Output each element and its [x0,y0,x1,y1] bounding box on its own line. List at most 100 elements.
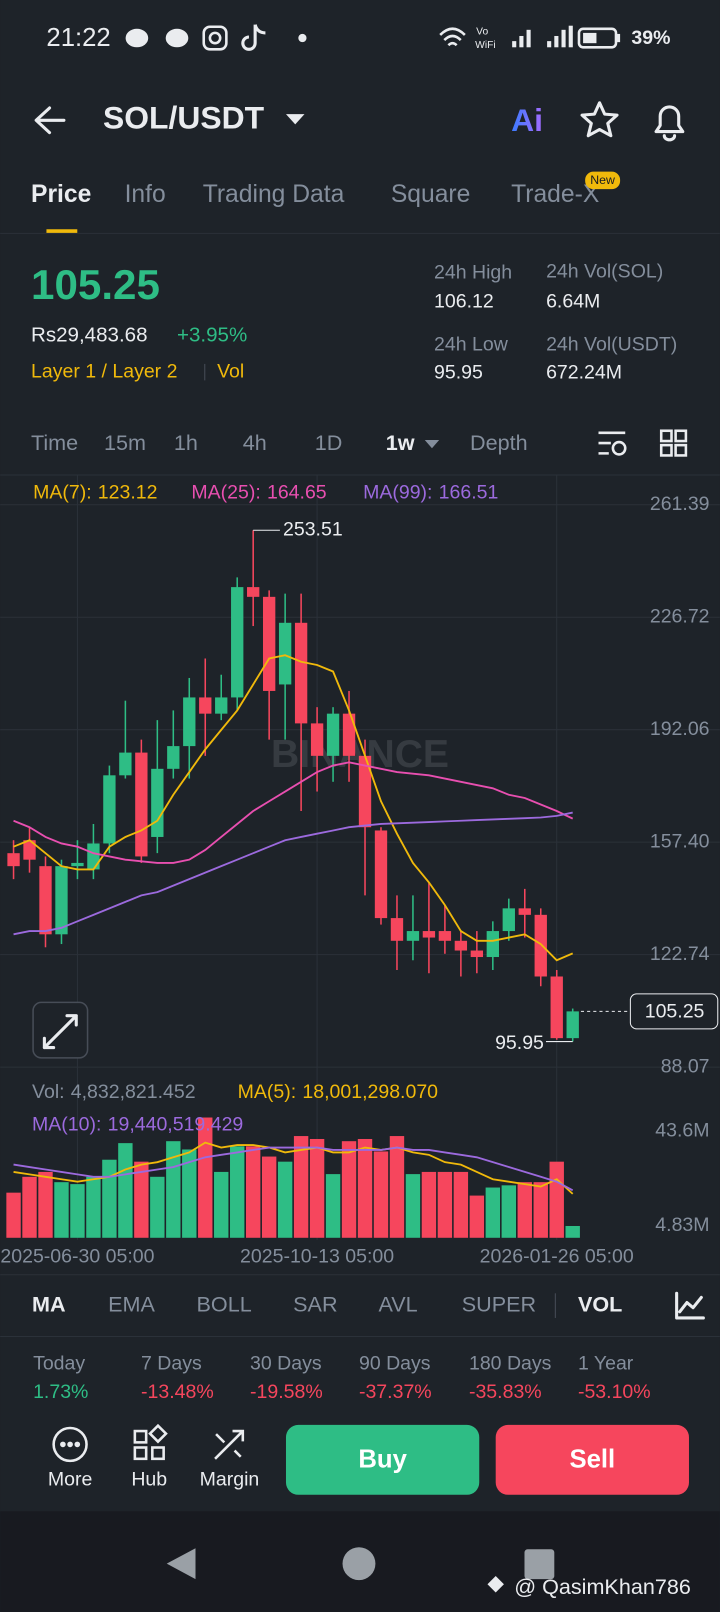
action-label[interactable]: More [48,1469,92,1491]
tab[interactable]: Price [31,181,91,208]
volume-bar [182,1149,197,1238]
y-tick-label: 226.72 [650,605,710,627]
sell-button[interactable] [495,1424,689,1495]
buy-label[interactable]: Buy [358,1446,407,1474]
indicator[interactable]: SUPER [462,1291,536,1316]
tab[interactable]: Trading Data [203,181,345,208]
volume-bar [325,1174,341,1238]
hub-icon[interactable] [133,1423,168,1461]
interval[interactable]: 1h [174,430,198,455]
candle-body [23,840,36,860]
ai-button[interactable]: Ai [511,102,543,138]
network-label: WiFi [475,40,496,51]
stat-value: 106.12 [434,290,494,312]
period-label: 1 Year [578,1352,634,1374]
volume-bar [533,1182,548,1238]
fullscreen-button[interactable] [32,1001,89,1059]
buy-button[interactable] [285,1424,480,1495]
active-tab-indicator [46,229,78,234]
layout-button[interactable] [659,429,688,457]
y-tick-label: 43.6M [655,1120,709,1142]
pair-title[interactable]: SOL/USDT [103,100,265,136]
ma-line [13,1146,574,1192]
volume-bar [501,1185,516,1238]
action-label[interactable]: Margin [200,1469,260,1491]
period-change: -37.37% [359,1381,432,1403]
legend-name: Vol: [32,1081,65,1103]
network-label: Vo [476,27,488,38]
volume-bar [70,1184,85,1238]
period-change: -19.58% [250,1381,323,1403]
volume-bar [214,1171,229,1238]
indicator[interactable]: MA [32,1291,66,1316]
stat-label: 24h Low [434,334,509,356]
indicator[interactable]: SAR [293,1291,337,1316]
favorite-button[interactable] [580,101,619,138]
legend-name: MA(10): [32,1114,101,1136]
volume-bar [230,1146,245,1238]
candle-body [486,931,499,958]
status-icons [125,24,621,51]
x-tick-label: 2025-10-13 05:00 [240,1245,394,1267]
more-icon[interactable] [52,1426,88,1463]
period-label: 180 Days [469,1352,552,1374]
back-button[interactable] [34,106,66,135]
candle-body [119,752,132,776]
legend-entry: MA(25): 164.65 [191,482,326,504]
candle-body [566,1011,579,1039]
tab[interactable]: Square [391,181,471,208]
candle-body [262,596,276,691]
candle-body [151,768,164,837]
candle-body [103,775,116,844]
interval[interactable]: 4h [243,430,267,455]
low-annotation: 95.95 [495,1032,544,1054]
candle-body [199,697,212,714]
legend-value: 19,440,519.429 [108,1114,244,1136]
nav-back[interactable] [166,1548,196,1580]
interval[interactable]: Time [31,430,78,455]
legend-value: 164.65 [267,482,327,504]
volume-bar [118,1143,133,1238]
pair-dropdown[interactable] [285,114,305,125]
stat-label: 24h Vol(USDT) [546,334,677,356]
period-label: 30 Days [250,1352,322,1374]
volume-bar [277,1161,293,1238]
new-badge-text: New [590,173,615,187]
tab[interactable]: Trade-X [511,181,599,208]
tag[interactable]: Vol [217,360,244,382]
tag[interactable]: Layer 1 / Layer 2 [31,360,177,382]
nav-recents[interactable] [524,1549,555,1580]
volume-bar [437,1171,453,1238]
margin-icon[interactable] [214,1429,245,1460]
legend-value: 166.51 [439,482,499,504]
interval[interactable]: 15m [104,430,146,455]
tab[interactable]: Info [125,181,166,208]
interval[interactable]: 1D [315,430,343,455]
indicator[interactable]: EMA [108,1291,155,1316]
indicator[interactable]: VOL [578,1291,622,1316]
candle-body [87,843,100,870]
chart-type-button[interactable] [675,1291,705,1320]
volume-bar [86,1176,101,1238]
action-label[interactable]: Hub [131,1469,167,1491]
chart-settings-button[interactable] [598,431,627,456]
legend-entry: MA(7): 123.12 [33,482,157,504]
candle-body [55,866,68,935]
interval[interactable]: Depth [470,430,528,455]
interval[interactable]: 1w [386,430,415,455]
ma-line [13,761,574,864]
volume-bar [421,1171,437,1238]
volume-bar [373,1151,389,1238]
indicator[interactable]: AVL [379,1291,418,1316]
ma-line [13,654,574,962]
period-label: 90 Days [359,1352,431,1374]
indicator[interactable]: BOLL [197,1291,252,1316]
nav-home[interactable] [342,1547,376,1581]
interval-dropdown[interactable] [424,440,440,449]
price-tag-label: 105.25 [645,1001,705,1023]
candle-body [342,713,356,756]
sell-label[interactable]: Sell [569,1446,615,1474]
new-badge [585,171,621,190]
fiat-price: Rs29,483.68 [31,324,148,347]
alert-button[interactable] [654,105,685,142]
